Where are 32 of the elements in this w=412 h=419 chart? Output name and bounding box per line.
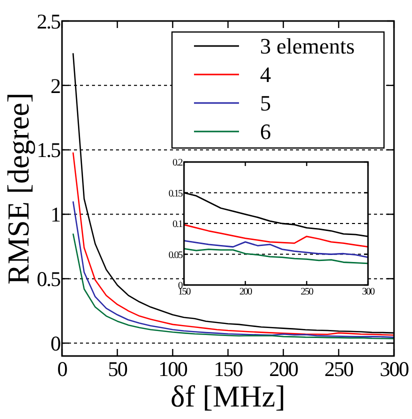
x-tick-label: 250 [300,286,314,298]
x-tick-label: 50 [108,356,128,381]
y-tick-label: 1 [50,202,60,227]
y-tick-label: 1.5 [36,138,60,162]
line-series [72,152,394,336]
y-tick-label: 0.5 [36,267,60,292]
y-axis-title: RMSE [degree] [1,92,36,284]
x-tick-label: 300 [362,286,375,298]
x-tick-label: 150 [178,286,191,298]
legend-label: 5 [260,90,271,116]
x-tick-label: 150 [214,356,243,381]
line-series [184,240,368,258]
line-series [72,232,394,340]
x-tick-label: 100 [158,356,188,381]
y-tick-label: 0.15 [168,188,183,200]
y-tick-label: 2.5 [36,9,60,34]
y-tick-label: 2 [50,74,60,98]
x-tick-label: 250 [324,356,354,381]
legend-label: 4 [260,62,271,88]
y-tick-label: 0.1 [172,219,183,230]
line-series [72,200,394,338]
x-axis-title: δf [MHz] [170,379,286,414]
y-tick-label: 0.05 [168,250,183,261]
x-tick-label: 300 [380,356,409,381]
legend-label: 6 [260,119,271,144]
legend-label: 3 elements [260,34,355,59]
line-series [184,248,368,264]
line-series [184,224,368,248]
y-tick-label: 0.2 [172,158,183,168]
x-tick-label: 200 [239,286,252,298]
x-tick-label: 200 [269,356,298,381]
y-tick-label: 0 [50,331,60,356]
